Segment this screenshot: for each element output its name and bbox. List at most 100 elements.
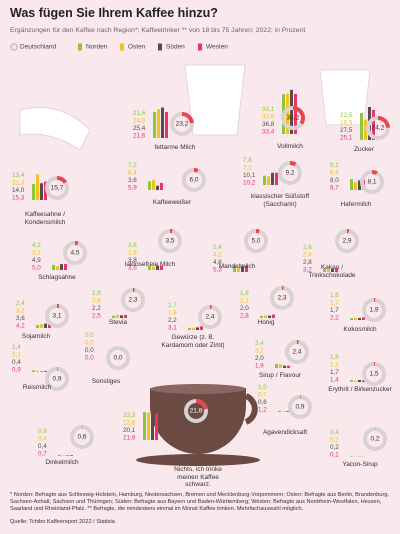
- category-label: Sojamilch: [21, 333, 51, 340]
- value-label: 1,2: [258, 407, 267, 414]
- value-label: 2,6: [92, 298, 101, 305]
- value-label: 0,9: [12, 367, 21, 374]
- value-label: 0,2: [330, 437, 339, 444]
- donut-label: 6,0: [189, 177, 198, 184]
- value-label: 5,0: [32, 265, 41, 272]
- value-label: 2,2: [92, 305, 101, 312]
- bar: [358, 379, 361, 382]
- bar: [331, 268, 334, 272]
- bar: [56, 266, 59, 270]
- category-label: Honig: [257, 319, 275, 326]
- legend-label: Norden: [86, 44, 108, 51]
- bar: [152, 266, 155, 270]
- value-label: 0,2: [330, 444, 339, 451]
- donut-arc: [184, 399, 208, 423]
- bar: [40, 183, 43, 200]
- value-label: 36,8: [262, 121, 275, 128]
- bar: [287, 365, 290, 368]
- value-label: 15,3: [12, 195, 25, 202]
- donut-arc: [362, 362, 386, 386]
- bar: [188, 327, 191, 330]
- value-label: 3,8: [128, 257, 137, 264]
- category-label: Kaffeeweißer: [152, 199, 192, 206]
- bar: [112, 315, 115, 318]
- bar: [36, 325, 39, 328]
- value-label: 25,4: [133, 125, 146, 132]
- value-label: 1,6: [330, 354, 339, 361]
- bar: [60, 264, 63, 270]
- bar: [358, 180, 361, 190]
- bar: [64, 264, 67, 270]
- bar: [268, 315, 271, 318]
- bar: [286, 93, 289, 134]
- value-label: 1,7: [330, 369, 339, 376]
- value-label: 3,6: [128, 242, 137, 249]
- value-label: 1,6: [330, 292, 339, 299]
- value-label: 0,0: [85, 355, 94, 362]
- value-label: 1,4: [12, 344, 21, 351]
- donut-arc: [270, 286, 294, 310]
- donut-label: 15,7: [51, 185, 64, 192]
- donut-arc: [70, 425, 94, 449]
- bar: [143, 412, 146, 440]
- bar: [282, 411, 285, 412]
- bar: [241, 266, 244, 272]
- donut-arc: [45, 304, 69, 328]
- donut-label: 2,3: [277, 295, 286, 302]
- donut-arc: [45, 176, 69, 200]
- bar: [360, 113, 363, 140]
- value-label: 1,8: [240, 290, 249, 297]
- value-label: 5,4: [213, 244, 222, 251]
- legend-icon: [78, 43, 82, 51]
- donut-arc: [198, 305, 222, 329]
- category-label: Mandelmilch: [218, 263, 256, 270]
- bar: [354, 182, 357, 190]
- bar: [237, 266, 240, 272]
- bar: [36, 174, 39, 200]
- value-label: 1,9: [255, 363, 264, 370]
- donut-label: 0,9: [52, 376, 61, 383]
- value-label: 6,4: [330, 170, 339, 177]
- donut-label: 2,4: [292, 349, 301, 356]
- source: Quelle: Tchibo Kaffeereport 2022 / Stati…: [10, 519, 115, 525]
- bar: [48, 322, 51, 328]
- value-label: 1,1: [330, 362, 339, 369]
- value-label: 0,0: [85, 340, 94, 347]
- donut-label: 24,2: [372, 125, 385, 132]
- value-label: 7,2: [128, 162, 137, 169]
- value-label: 3,1: [255, 348, 264, 355]
- category-label: Gewürze (z. B. Kardamom oder Zimt): [161, 334, 225, 349]
- value-label: 2,8: [128, 250, 137, 257]
- value-label: 2,4: [16, 300, 25, 307]
- bar: [364, 119, 367, 140]
- value-label: 4,2: [32, 242, 41, 249]
- value-label: 4,2: [16, 323, 25, 330]
- bar: [124, 315, 127, 318]
- bar: [155, 413, 158, 440]
- bar: [44, 323, 47, 328]
- donut-label: 0,9: [295, 404, 304, 411]
- value-label: 3,2: [32, 250, 41, 257]
- donut-label: 1,5: [369, 371, 378, 378]
- value-label: 0,9: [38, 428, 47, 435]
- bar: [264, 315, 267, 318]
- legend-label: Süden: [166, 44, 185, 51]
- donut-label: 2,3: [128, 297, 137, 304]
- bar: [362, 317, 365, 320]
- category-label: fettarme Milch: [154, 144, 196, 151]
- value-label: 8,7: [330, 185, 339, 192]
- bar: [148, 181, 151, 190]
- bar: [147, 412, 150, 440]
- donut-label: 8,1: [367, 179, 376, 186]
- category-label: Kaffeesahne / Kondensmilch: [24, 211, 66, 226]
- category-label: Agavendicksaft: [262, 429, 308, 436]
- value-label: 10,1: [243, 172, 256, 179]
- value-label: 0,4: [38, 443, 47, 450]
- bar: [120, 315, 123, 318]
- bar: [196, 327, 199, 330]
- bar: [275, 363, 278, 368]
- cup-illustration: [136, 384, 260, 466]
- donut-arc: [244, 229, 268, 253]
- bar: [148, 265, 151, 270]
